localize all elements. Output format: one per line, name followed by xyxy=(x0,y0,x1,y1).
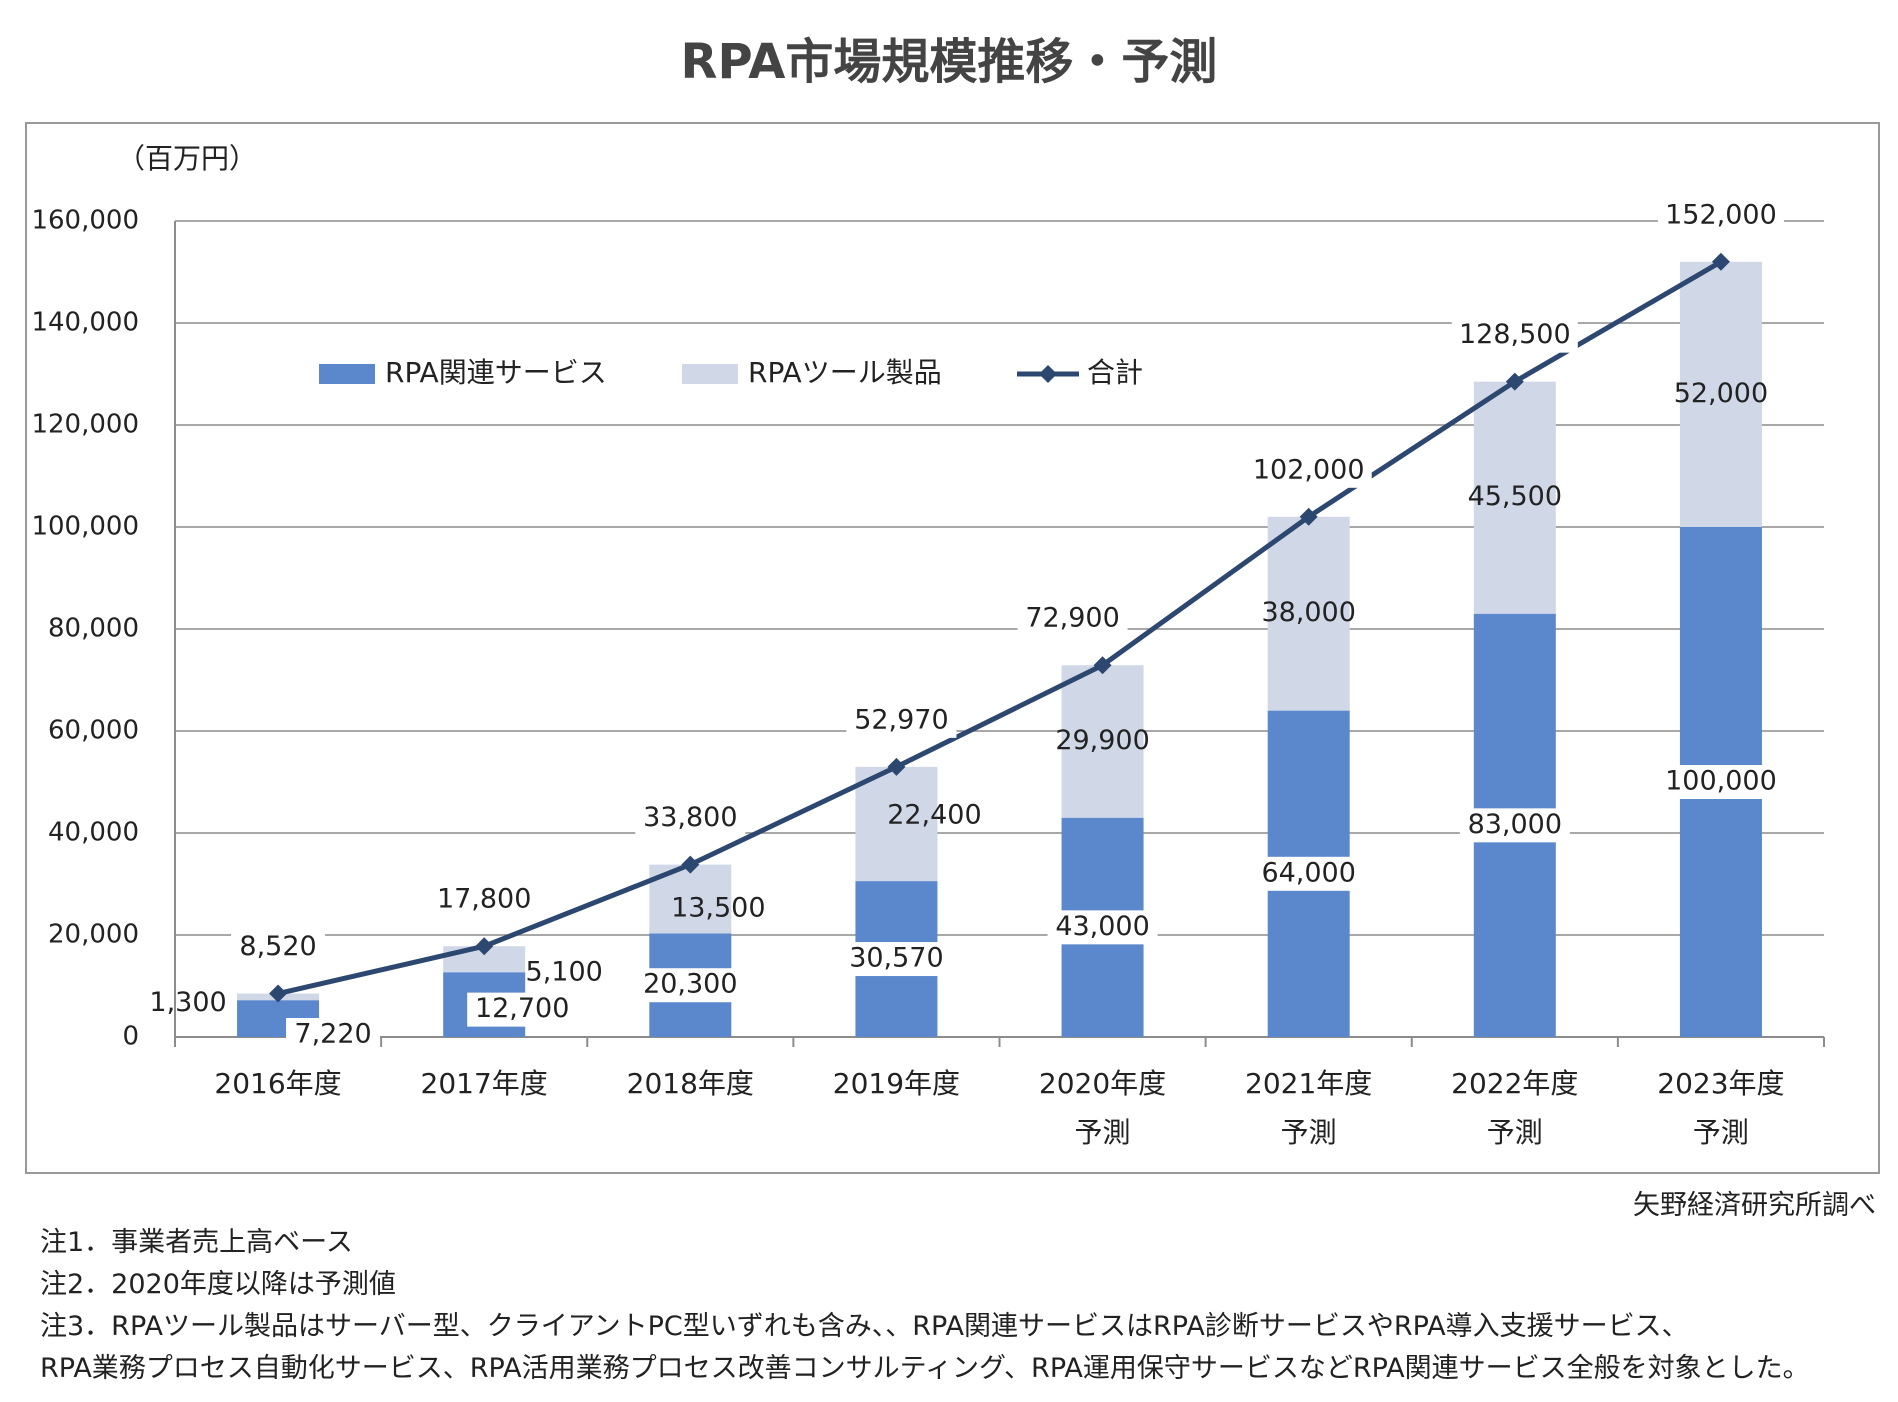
legend-marker-total xyxy=(1039,365,1057,383)
data-label-total: 102,000 xyxy=(1253,454,1365,485)
total-marker xyxy=(269,984,288,1003)
data-label-service: 7,220 xyxy=(294,1019,371,1050)
y-tick-label: 140,000 xyxy=(31,308,139,338)
total-marker xyxy=(887,757,906,776)
total-marker xyxy=(681,855,700,874)
data-label-service: 12,700 xyxy=(475,993,569,1024)
x-tick-label: 2016年度 xyxy=(214,1067,341,1100)
data-label-total-bg xyxy=(429,883,540,918)
data-label-service-bg xyxy=(1657,765,1784,799)
footnotes: 注1．事業者売上高ベース 注2．2020年度以降は予測値 注3．RPAツール製品… xyxy=(40,1222,1810,1390)
bar-tool xyxy=(1267,516,1350,711)
data-label-tool: 38,000 xyxy=(1261,597,1355,628)
data-label-service: 30,570 xyxy=(849,943,943,974)
data-label-service: 83,000 xyxy=(1468,809,1562,840)
data-label-service: 100,000 xyxy=(1665,766,1777,797)
data-label-service: 20,300 xyxy=(643,969,737,1000)
data-label-total-bg xyxy=(231,930,326,965)
x-tick-label: 2018年度 xyxy=(627,1067,754,1100)
x-tick-label: 2022年度 xyxy=(1451,1067,1578,1100)
footnote-2: 注2．2020年度以降は予測値 xyxy=(40,1269,396,1300)
data-label-tool: 52,000 xyxy=(1674,378,1768,409)
y-tick-label: 60,000 xyxy=(48,716,139,746)
footnote-3-cont: RPA業務プロセス自動化サービス、RPA活用業務プロセス改善コンサルティング、R… xyxy=(40,1353,1810,1384)
y-tick-label: 100,000 xyxy=(31,512,139,542)
data-label-tool: 22,400 xyxy=(887,799,981,830)
legend-swatch-service xyxy=(319,364,375,384)
y-unit-label: （百万円） xyxy=(117,142,257,175)
bar-tool xyxy=(1473,381,1556,614)
legend-swatch-tool xyxy=(682,364,738,384)
footnote-1: 注1．事業者売上高ベース xyxy=(40,1227,353,1258)
data-label-total-bg xyxy=(1451,318,1578,353)
data-label-total: 17,800 xyxy=(437,884,531,915)
data-label-total-bg xyxy=(635,801,746,836)
data-label-tool: 1,300 xyxy=(149,987,226,1018)
x-tick-label: 2023年度 xyxy=(1657,1067,1784,1100)
x-tick-sublabel: 予測 xyxy=(1487,1116,1543,1149)
data-label-total: 152,000 xyxy=(1665,199,1777,230)
data-label-total: 33,800 xyxy=(643,802,737,833)
y-tick-label: 120,000 xyxy=(31,410,139,440)
data-label-service-bg xyxy=(635,968,746,1003)
x-tick-sublabel: 予測 xyxy=(1075,1116,1131,1149)
data-label-tool: 45,500 xyxy=(1468,481,1562,512)
data-label-service-bg xyxy=(1047,910,1158,945)
stacked-bar-line-chart: （百万円） 0 20,000 40,000 60,000 80,000 100,000 120… xyxy=(31,142,1825,1149)
legend-label-tool: RPAツール製品 xyxy=(748,356,942,389)
data-label-total-bg xyxy=(1245,453,1372,488)
bar-tool xyxy=(855,766,938,882)
y-tick-label: 20,000 xyxy=(48,920,139,950)
total-line xyxy=(277,259,1723,996)
x-tick-label: 2021年度 xyxy=(1245,1067,1372,1100)
legend-label-total: 合計 xyxy=(1087,356,1143,389)
data-label-service-bg xyxy=(841,942,952,977)
data-label-service-bg xyxy=(1253,856,1364,891)
data-label-tool: 13,500 xyxy=(671,893,765,924)
data-label-total-bg xyxy=(1657,198,1784,233)
y-tick-label: 0 xyxy=(122,1022,139,1052)
data-label-total: 8,520 xyxy=(239,931,316,962)
data-label-service: 64,000 xyxy=(1261,857,1355,888)
source-credit: 矢野経済研究所調べ xyxy=(1633,1190,1876,1221)
y-tick-label: 160,000 xyxy=(31,206,139,236)
y-tick-label: 40,000 xyxy=(48,818,139,848)
data-label-total-bg xyxy=(1017,602,1128,637)
data-label-service: 43,000 xyxy=(1055,911,1149,942)
data-label-total-bg xyxy=(846,703,957,738)
total-marker xyxy=(475,937,494,956)
data-label-tool: 5,100 xyxy=(526,957,603,988)
data-label-total: 128,500 xyxy=(1459,319,1571,350)
footnote-3: 注3．RPAツール製品はサーバー型、クライアントPC型いずれも含み、、RPA関連… xyxy=(40,1311,1689,1342)
bar-tool xyxy=(1679,261,1762,527)
data-label-tool: 29,900 xyxy=(1055,725,1149,756)
x-tick-sublabel: 予測 xyxy=(1693,1116,1749,1149)
x-tick-label: 2017年度 xyxy=(421,1067,548,1100)
data-label-total: 72,900 xyxy=(1025,603,1119,634)
total-marker xyxy=(1093,656,1112,675)
x-tick-sublabel: 予測 xyxy=(1281,1116,1337,1149)
data-label-service-bg xyxy=(286,1018,381,1052)
y-tick-label: 80,000 xyxy=(48,614,139,644)
x-tick-label: 2019年度 xyxy=(833,1067,960,1100)
data-label-service-bg xyxy=(467,992,578,1027)
bar-tool xyxy=(1061,665,1144,818)
x-tick-label: 2020年度 xyxy=(1039,1067,1166,1100)
data-label-service-bg xyxy=(1459,808,1570,843)
chart-frame: （百万円） 0 20,000 40,000 60,000 80,000 100,000 120… xyxy=(25,122,1880,1174)
total-marker xyxy=(1299,507,1318,526)
legend-label-service: RPA関連サービス xyxy=(385,356,607,389)
data-label-total: 52,970 xyxy=(854,704,948,735)
chart-title: RPA市場規模推移・予測 xyxy=(680,34,1218,90)
total-marker xyxy=(1505,372,1524,391)
